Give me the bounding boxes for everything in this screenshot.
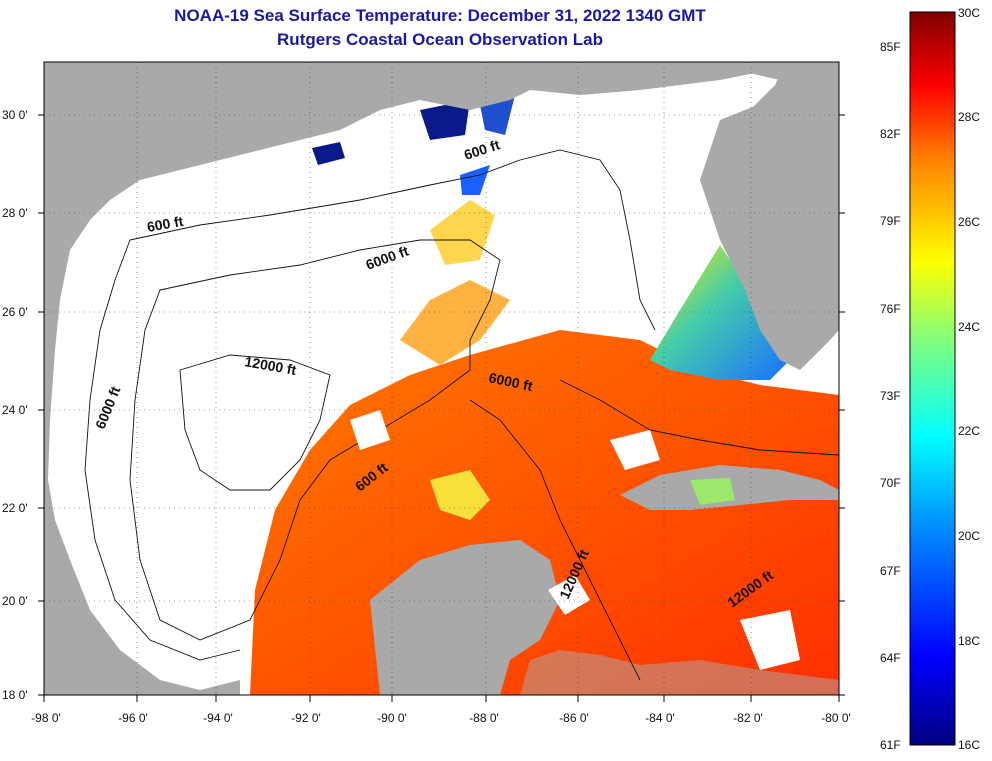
yellow-water-patch — [430, 200, 495, 265]
lon-label: -86 0' — [559, 711, 589, 725]
contour-caribbean — [469, 399, 641, 681]
colorbar-f-label: 64F — [880, 651, 901, 665]
contour-600ft-northern-shelf — [129, 149, 656, 331]
land-florida-peninsula — [700, 62, 839, 370]
lat-label: 24 0' — [2, 403, 28, 417]
lon-ticks — [43, 695, 840, 702]
lat-label: 26 0' — [2, 305, 28, 319]
contour-12000ft — [179, 354, 331, 491]
colorbar-f-label: 76F — [880, 302, 901, 316]
cold-water-patch-la — [420, 100, 470, 140]
cold-water-patch-ms — [312, 142, 345, 165]
lon-label: -88 0' — [469, 711, 499, 725]
map-subtitle: Rutgers Coastal Ocean Observation Lab — [277, 30, 603, 49]
lat-label: 30 0' — [2, 108, 28, 122]
lat-label: 28 0' — [2, 206, 28, 220]
colorbar-c-label: 24C — [958, 320, 980, 334]
lon-label: -96 0' — [118, 711, 148, 725]
colorbar-c-label: 16C — [958, 738, 980, 752]
lon-label: -90 0' — [377, 711, 407, 725]
lon-label: -82 0' — [733, 711, 763, 725]
lat-ticks — [38, 114, 845, 696]
colorbar-f-label: 79F — [880, 214, 901, 228]
cloud-patch — [740, 610, 800, 670]
colorbar-c-label: 18C — [958, 634, 980, 648]
colorbar-f-label: 85F — [880, 40, 901, 54]
contour-600ft-western-shelf — [84, 239, 241, 661]
lon-label: -84 0' — [645, 711, 675, 725]
colorbar-c-label: 28C — [958, 110, 980, 124]
lon-label: -80 0' — [821, 711, 851, 725]
colorbar-f-label: 82F — [880, 127, 901, 141]
colorbar-c-label: 22C — [958, 424, 980, 438]
colorbar-f-label: 61F — [880, 738, 901, 752]
contour-caribbean-east — [559, 379, 839, 456]
lat-label: 22 0' — [2, 501, 28, 515]
lon-label: -92 0' — [291, 711, 321, 725]
yellow-water-central — [430, 470, 490, 520]
cloud-patch — [548, 575, 590, 615]
lon-label: -94 0' — [203, 711, 233, 725]
colorbar-c-label: 26C — [958, 215, 980, 229]
land-caribbean-south — [520, 650, 839, 695]
colorbar-c-label: 20C — [958, 529, 980, 543]
colorbar-c-label: 30C — [958, 6, 980, 20]
colorbar-f-label: 67F — [880, 564, 901, 578]
florida-shelf-cool-water — [650, 245, 790, 380]
colorbar-f-label: 73F — [880, 389, 901, 403]
lon-label: -98 0' — [31, 711, 61, 725]
map-gridlines — [44, 62, 839, 695]
lat-label: 20 0' — [2, 594, 28, 608]
cold-water-patch-delta — [460, 165, 490, 195]
cloud-patch — [610, 430, 660, 470]
map-title: NOAA-19 Sea Surface Temperature: Decembe… — [174, 6, 706, 25]
land-yucatan — [370, 540, 560, 695]
colorbar — [909, 11, 956, 746]
cuba-warm-water-inland — [690, 478, 735, 505]
contour-label: 600 ft — [146, 213, 185, 235]
lat-label: 18 0' — [2, 688, 28, 702]
orange-water-north — [400, 280, 510, 365]
cloud-patch — [350, 410, 390, 450]
map-frame — [43, 61, 840, 696]
colorbar-f-label: 70F — [880, 476, 901, 490]
